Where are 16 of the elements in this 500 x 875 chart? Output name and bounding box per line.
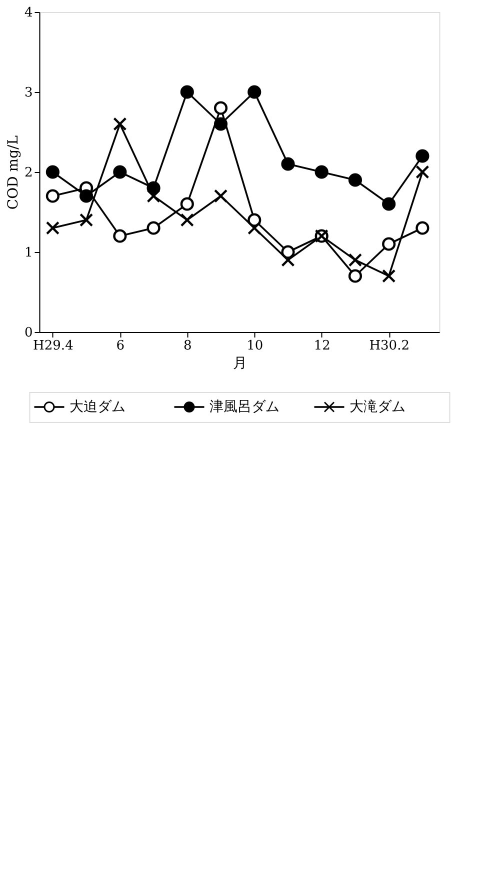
x-tick-label: 6 [116, 338, 125, 354]
y-tick-label: 3 [24, 86, 33, 100]
x-tick-label: 8 [184, 338, 192, 354]
legend-label: 大滝ダム [349, 399, 406, 415]
y-tick-label: 2 [24, 166, 33, 180]
x-tick-label: H29.4 [33, 338, 74, 354]
y-tick-label: 4 [24, 6, 33, 20]
legend-label: 津風呂ダム [209, 399, 280, 415]
y-tick-label: 1 [24, 246, 33, 260]
legend-label: 大迫ダム [69, 399, 126, 415]
x-tick-label: 10 [246, 338, 264, 354]
x-tick-label: H30.2 [369, 338, 410, 354]
y-axis-title: COD mg/L [5, 135, 22, 210]
x-axis-title: 月 [232, 356, 247, 372]
y-tick-label: 0 [24, 326, 33, 340]
x-tick-label: 12 [314, 338, 330, 354]
